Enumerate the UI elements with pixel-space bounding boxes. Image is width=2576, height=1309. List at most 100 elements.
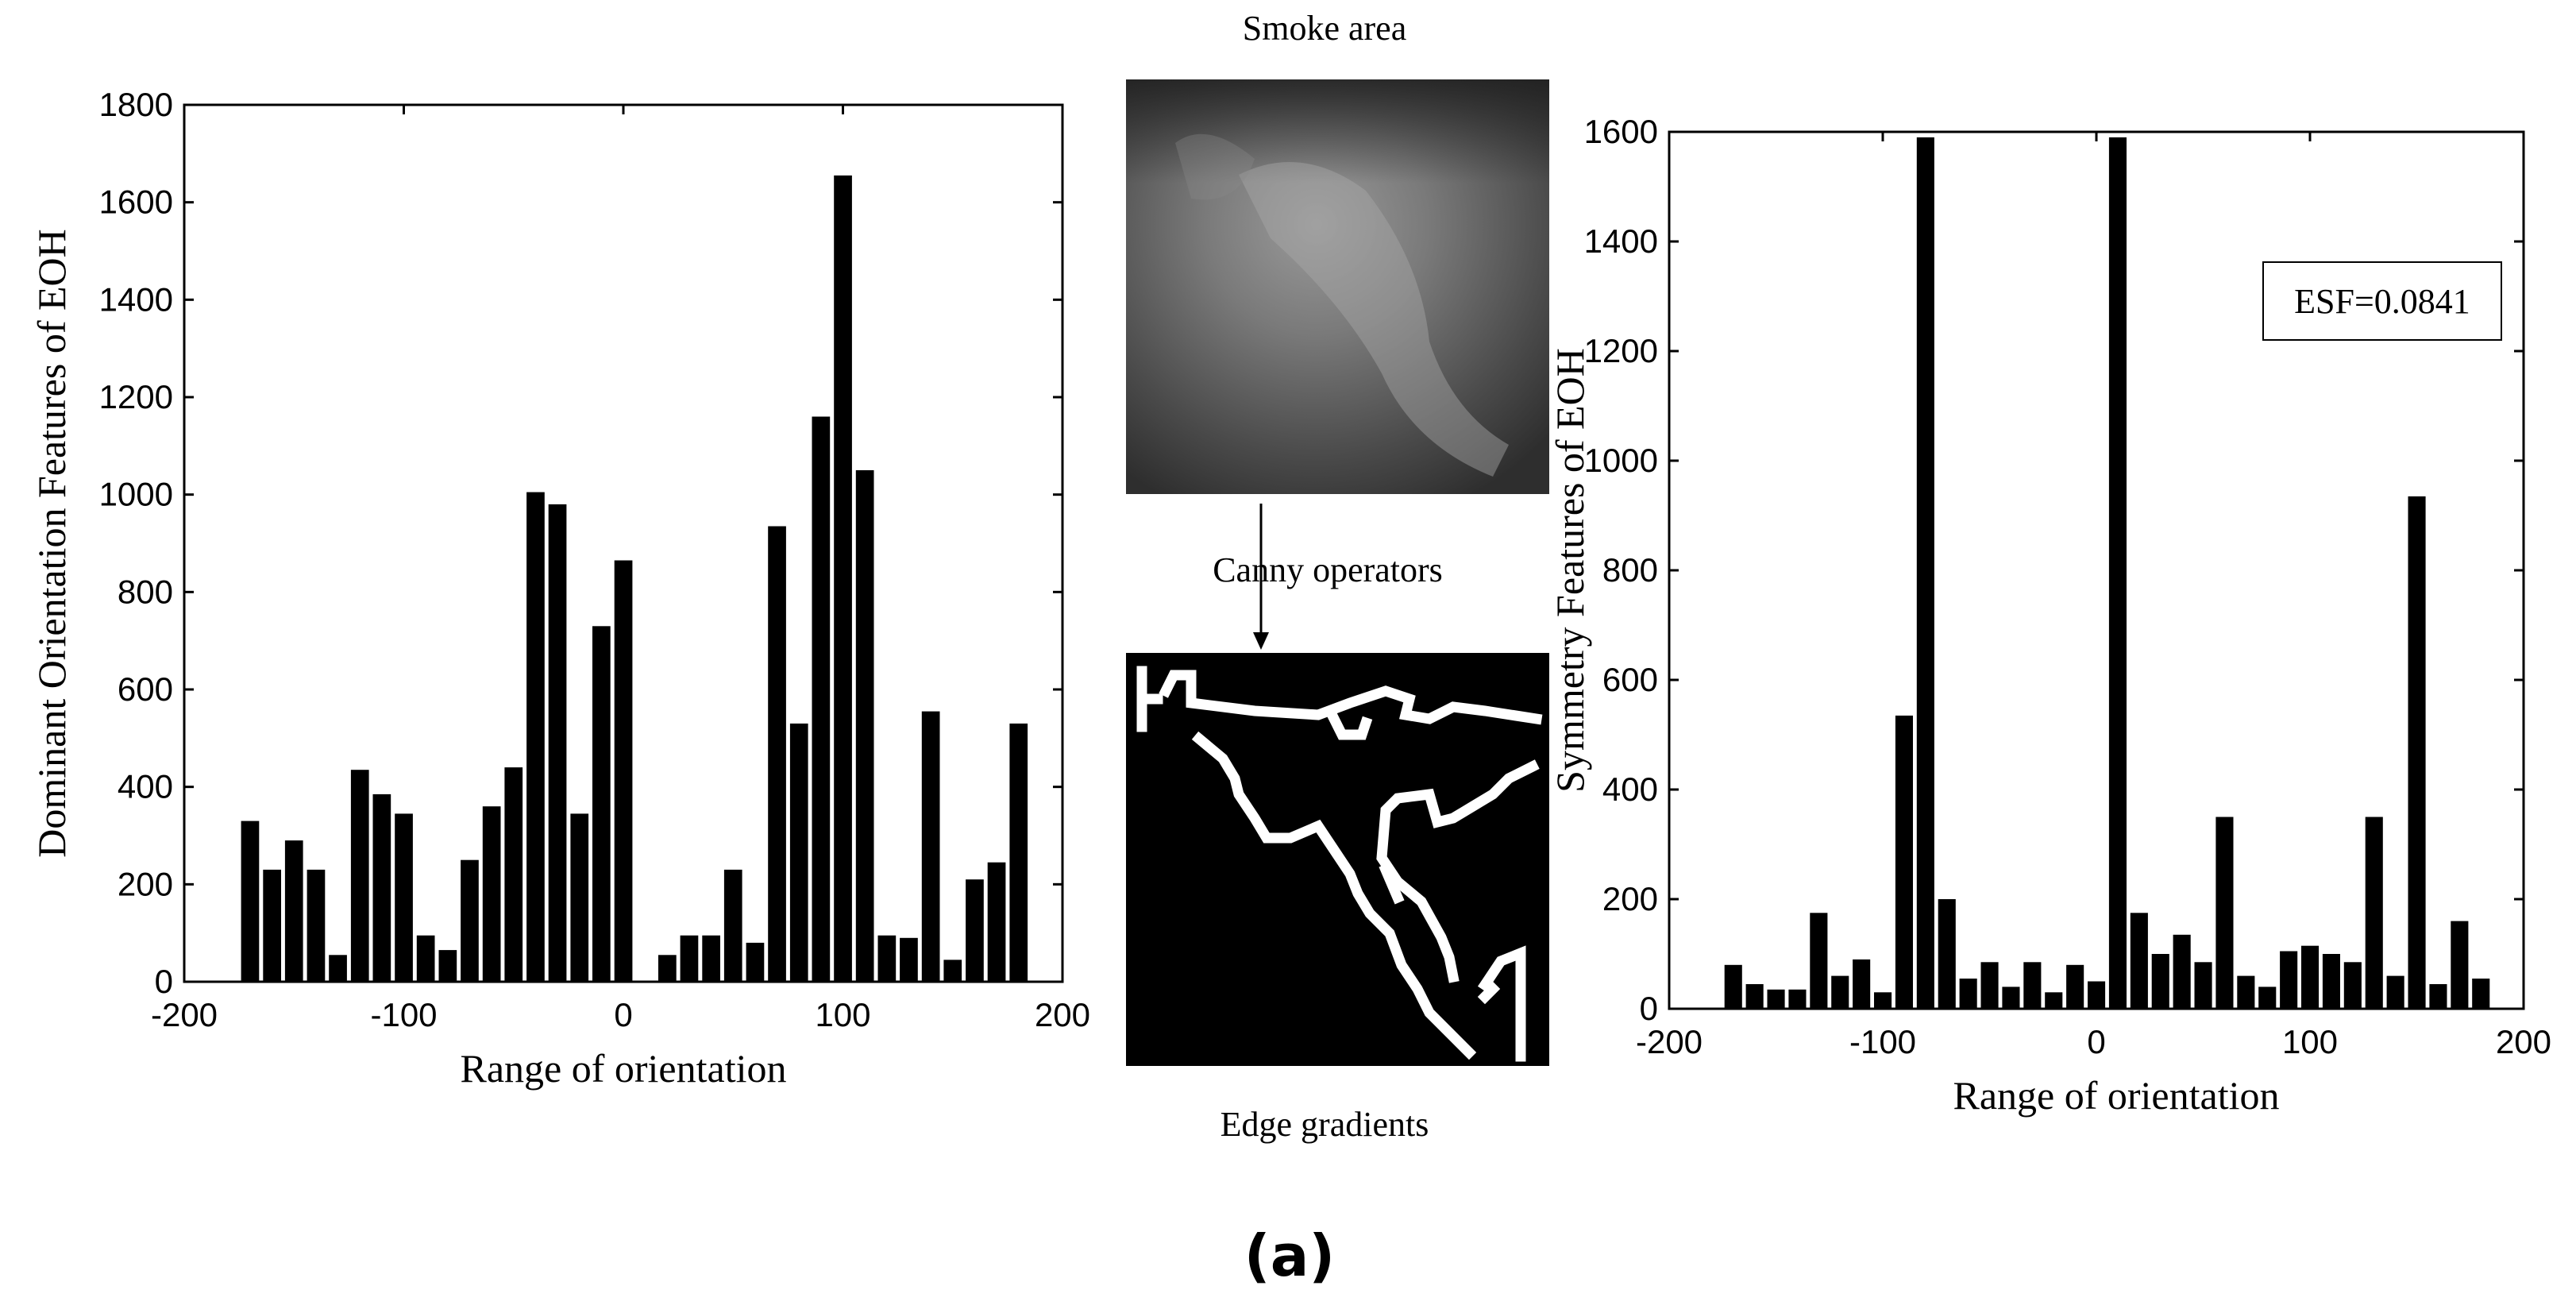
right-bar bbox=[2237, 975, 2255, 1009]
right-bar bbox=[2173, 934, 2191, 1009]
left-bar bbox=[263, 869, 281, 982]
left-bar bbox=[812, 416, 831, 982]
right-bar bbox=[2301, 945, 2320, 1009]
esf-annotation-box: ESF=0.0841 bbox=[2262, 261, 2502, 341]
left-bar bbox=[438, 950, 457, 982]
right-bar bbox=[2130, 913, 2148, 1010]
left-bar bbox=[416, 935, 435, 982]
left-bar bbox=[504, 767, 523, 982]
left-xtick-label: 0 bbox=[614, 996, 632, 1033]
left-bar bbox=[921, 711, 940, 982]
left-bar bbox=[548, 504, 567, 982]
right-y-axis-label: Symmetry Features of EOH bbox=[1548, 348, 1592, 793]
edge-gradients-caption: Edge gradients bbox=[1221, 1105, 1429, 1144]
right-bar bbox=[2408, 496, 2426, 1009]
right-bar bbox=[2108, 137, 2127, 1009]
right-ytick-label: 1600 bbox=[1584, 113, 1658, 150]
symmetry-features-chart: 0 200 400 600 800 1000 1200 1400 1600 -200 -100 0 1… bbox=[1548, 113, 2551, 1118]
right-ytick-label: 800 bbox=[1602, 551, 1658, 589]
left-ytick-label: 1800 bbox=[99, 86, 173, 123]
right-ytick-label: 1000 bbox=[1584, 442, 1658, 479]
left-ytick-label: 600 bbox=[118, 670, 173, 708]
left-bar bbox=[614, 560, 633, 982]
right-bar bbox=[1767, 989, 1785, 1009]
right-bar bbox=[2194, 962, 2212, 1009]
left-y-axis-label: Dominant Orientation Features of EOH bbox=[29, 229, 74, 857]
left-bar bbox=[723, 869, 742, 982]
left-xtick-label: 100 bbox=[815, 996, 870, 1033]
right-bar bbox=[1959, 979, 1977, 1009]
left-bar bbox=[284, 840, 303, 982]
right-bar bbox=[2045, 992, 2063, 1009]
left-ytick-label: 1600 bbox=[99, 183, 173, 221]
left-bar bbox=[526, 492, 545, 982]
right-bar bbox=[2365, 817, 2383, 1009]
left-bar bbox=[768, 526, 786, 982]
left-bar bbox=[987, 862, 1006, 982]
right-bar bbox=[1938, 899, 1956, 1009]
left-bar bbox=[855, 470, 874, 982]
left-bar bbox=[307, 869, 326, 982]
right-bar bbox=[2429, 984, 2447, 1009]
arrow-head-icon bbox=[1253, 632, 1269, 650]
left-bar bbox=[570, 813, 589, 982]
left-bar bbox=[372, 794, 391, 982]
left-bar bbox=[461, 859, 479, 982]
right-bar bbox=[1745, 984, 1764, 1009]
right-xtick-label: 0 bbox=[2087, 1023, 2105, 1060]
right-ytick-label: 600 bbox=[1602, 661, 1658, 698]
left-bar bbox=[658, 955, 677, 982]
right-bar bbox=[2088, 981, 2106, 1009]
left-bar bbox=[482, 806, 501, 982]
left-bar bbox=[350, 770, 369, 982]
right-bar bbox=[2258, 987, 2277, 1009]
right-bar bbox=[1831, 975, 1849, 1009]
left-bar bbox=[966, 879, 984, 982]
left-bar bbox=[877, 935, 897, 982]
left-bar bbox=[900, 937, 918, 982]
left-ytick-label: 1200 bbox=[99, 378, 173, 415]
left-ytick-label: 400 bbox=[118, 768, 173, 805]
smoke-area-image bbox=[1126, 79, 1549, 494]
left-ytick-label: 1000 bbox=[99, 476, 173, 513]
right-bar bbox=[1895, 715, 1913, 1009]
right-ytick-label: 1400 bbox=[1584, 222, 1658, 260]
right-bar bbox=[1853, 959, 1871, 1009]
left-ytick-label: 800 bbox=[118, 573, 173, 610]
left-bar bbox=[834, 175, 852, 982]
right-bar bbox=[1724, 964, 1742, 1009]
right-bar bbox=[1980, 962, 1999, 1009]
right-xtick-label: 200 bbox=[2496, 1023, 2551, 1060]
left-ytick-label: 1400 bbox=[99, 280, 173, 318]
right-bar bbox=[2066, 964, 2084, 1009]
right-ytick-label: 1200 bbox=[1584, 332, 1658, 369]
right-bar bbox=[1788, 989, 1807, 1009]
right-bar bbox=[1916, 137, 1934, 1009]
left-bar bbox=[329, 955, 347, 982]
right-ytick-label: 200 bbox=[1602, 880, 1658, 917]
right-ytick-label: 0 bbox=[1640, 990, 1658, 1027]
canny-operators-caption: Canny operators bbox=[1213, 550, 1443, 589]
left-bar bbox=[395, 813, 413, 982]
right-x-axis-label: Range of orientation bbox=[1953, 1073, 2280, 1118]
left-xtick-label: -200 bbox=[151, 996, 218, 1033]
right-bar bbox=[2151, 954, 2169, 1009]
left-bar bbox=[789, 723, 808, 982]
edge-gradient-image bbox=[1126, 653, 1549, 1066]
right-xtick-label: -100 bbox=[1849, 1023, 1916, 1060]
right-bar bbox=[1810, 913, 1828, 1010]
right-bar bbox=[2386, 975, 2404, 1009]
right-bar bbox=[2472, 979, 2490, 1009]
left-xtick-label: 200 bbox=[1035, 996, 1090, 1033]
esf-annotation-text: ESF=0.0841 bbox=[2294, 282, 2470, 321]
panel-label: (a) bbox=[1244, 1222, 1335, 1289]
left-bar bbox=[1009, 723, 1028, 982]
right-bar bbox=[2451, 921, 2469, 1009]
left-x-axis-label: Range of orientation bbox=[461, 1046, 787, 1091]
right-bar bbox=[2343, 962, 2362, 1009]
right-xtick-label: -200 bbox=[1636, 1023, 1703, 1060]
right-ytick-label: 400 bbox=[1602, 770, 1658, 808]
right-bar bbox=[2322, 954, 2340, 1009]
